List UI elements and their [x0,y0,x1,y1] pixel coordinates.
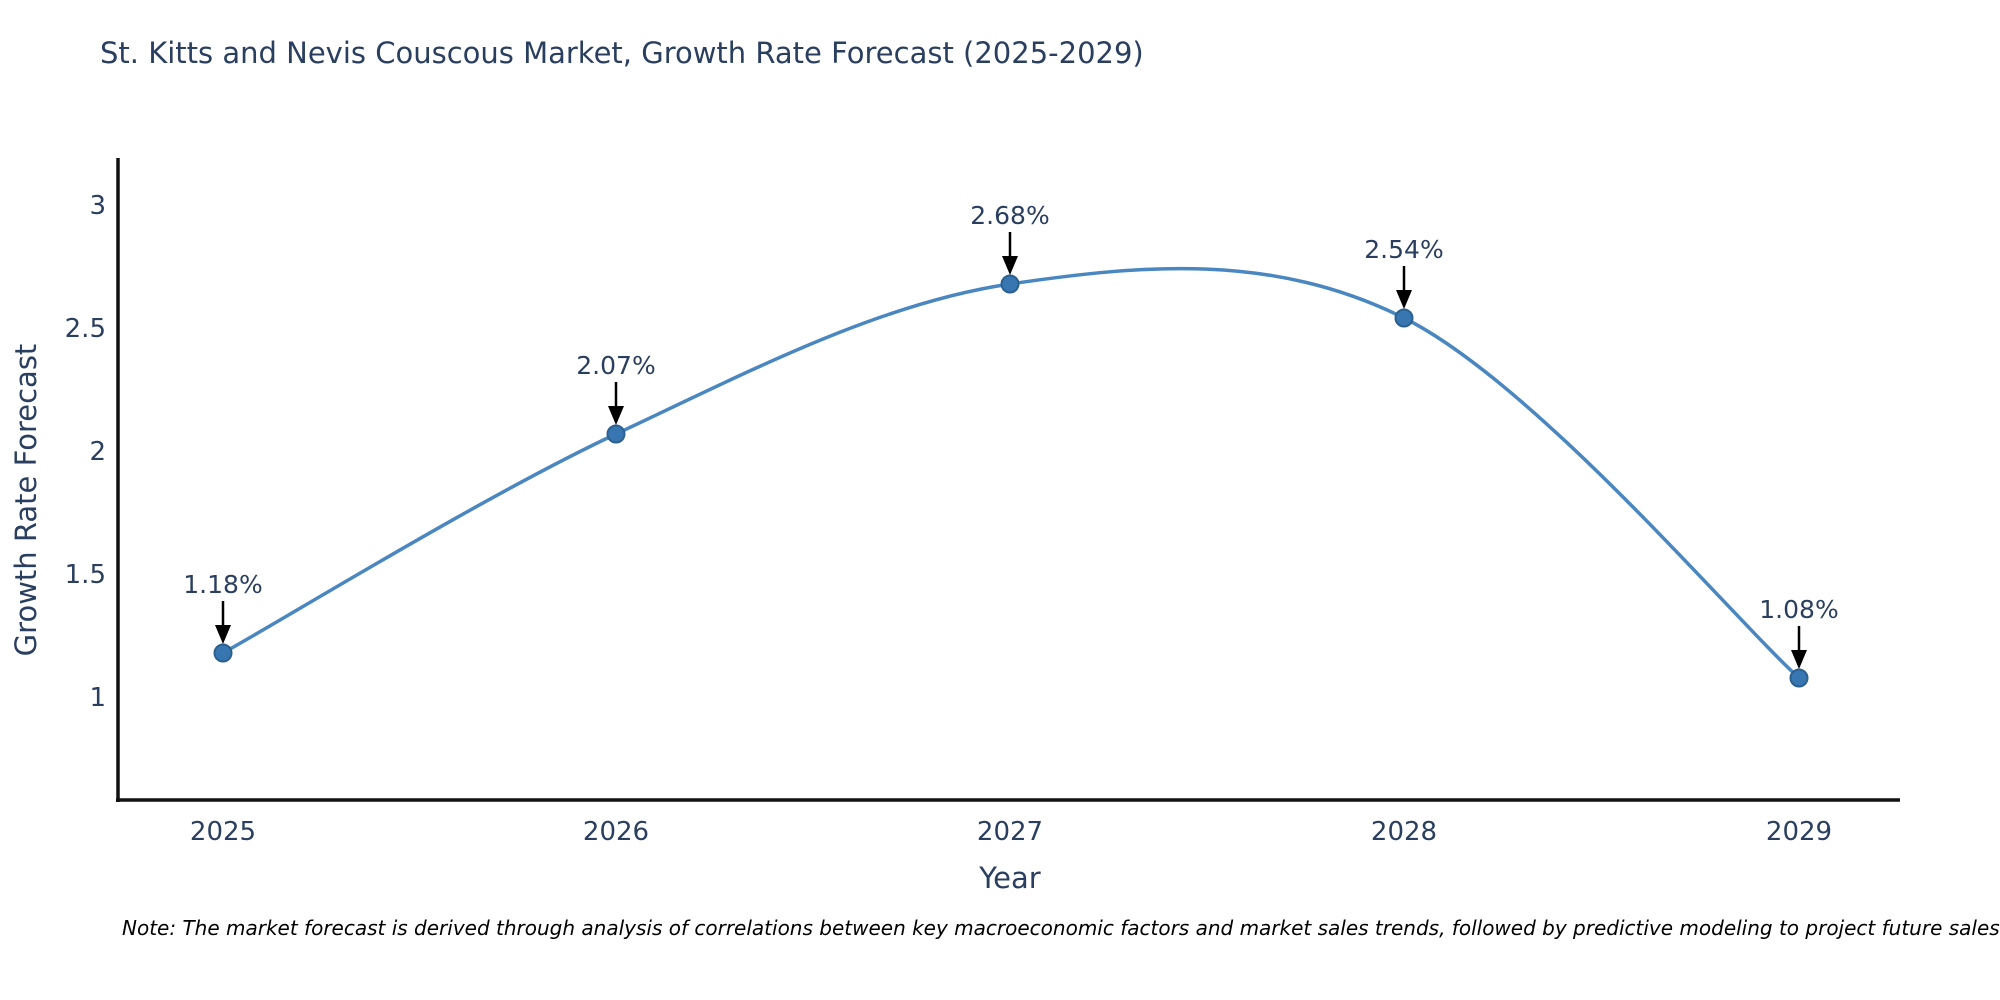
forecast-line [221,266,1801,680]
x-tick-label: 2025 [190,817,256,847]
annotation-arrow-2025 [215,601,231,644]
point-value-label-2026: 2.07% [576,351,655,380]
annotation-arrow-2026 [608,382,624,425]
y-tick-label: 1.5 [65,560,106,590]
data-point-2027 [1000,274,1020,294]
annotation-arrow-2027 [1002,232,1018,275]
data-point-2028 [1394,308,1414,328]
y-axis-title: Growth Rate Forecast [9,344,43,657]
x-tick-label: 2029 [1766,817,1832,847]
x-tick-label: 2027 [977,817,1043,847]
data-point-2026 [606,424,626,444]
x-tick-label: 2028 [1371,817,1437,847]
point-value-label-2027: 2.68% [970,201,1049,230]
data-point-2025 [213,643,233,663]
x-tick-label: 2026 [583,817,649,847]
annotation-arrow-2028 [1396,266,1412,309]
y-tick-label: 2 [89,437,106,467]
y-tick-label: 2.5 [65,314,106,344]
annotation-arrow-2029 [1791,626,1807,669]
point-value-label-2029: 1.08% [1759,595,1838,624]
x-axis-title: Year [978,861,1040,895]
point-value-label-2025: 1.18% [183,570,262,599]
y-tick-label: 3 [89,191,106,221]
chart-title: St. Kitts and Nevis Couscous Market, Gro… [100,36,1144,70]
footnote: Note: The market forecast is derived thr… [122,916,2000,940]
data-point-2029 [1789,668,1809,688]
point-value-label-2028: 2.54% [1364,235,1443,264]
y-tick-label: 1 [89,683,106,713]
